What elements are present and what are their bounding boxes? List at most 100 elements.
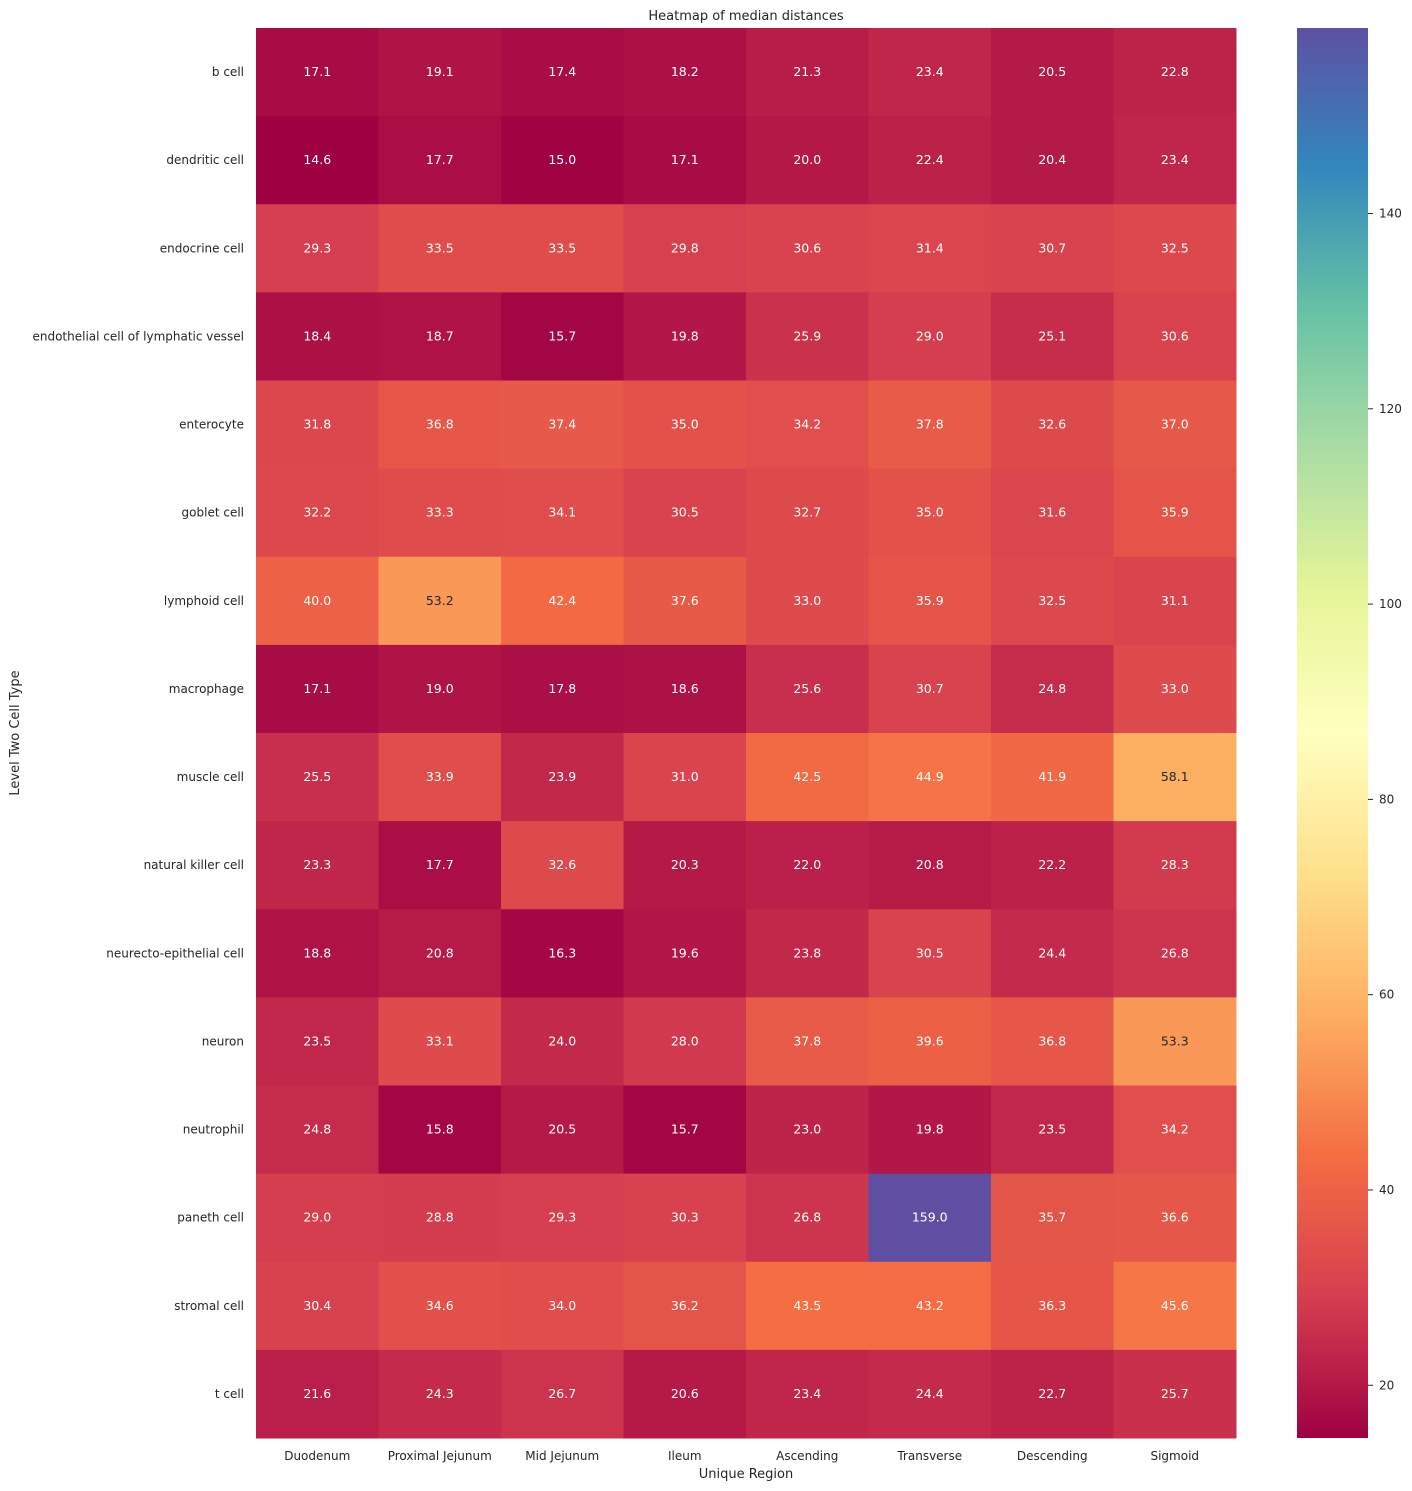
cell-value-label: 31.0 [671, 769, 699, 784]
heatmap-cell-neuron-mid-jejunum [501, 997, 624, 1086]
heatmap-cell-neuron-ascending [746, 997, 869, 1086]
cell-value-label: 15.0 [548, 152, 576, 167]
heatmap-cell-b-cell-duodenum [256, 28, 379, 117]
cell-value-label: 14.6 [303, 152, 331, 167]
heatmap-cell-neutrophil-proximal-jejunum [378, 1085, 502, 1175]
heatmap-cell-paneth-cell-ascending [746, 1173, 869, 1263]
cell-value-label: 18.4 [303, 328, 331, 343]
heatmap-cell-endocrine-cell-ileum [623, 204, 747, 293]
heatmap-cell-muscle-cell-duodenum [256, 733, 379, 822]
x-tick-label: Proximal Jejunum [388, 1449, 492, 1463]
heatmap-cell-neutrophil-ascending [746, 1085, 869, 1175]
cell-value-label: 25.9 [793, 328, 821, 343]
heatmap-cell-b-cell-ascending [746, 28, 869, 117]
cell-value-label: 17.4 [548, 64, 576, 79]
cell-value-label: 33.5 [548, 240, 576, 255]
cell-value-label: 24.3 [426, 1386, 454, 1401]
y-tick-label: stromal cell [174, 1299, 244, 1313]
heatmap-cell-enterocyte-descending [991, 380, 1114, 470]
cell-value-label: 23.4 [1161, 152, 1189, 167]
cell-value-label: 15.7 [548, 328, 576, 343]
cell-value-label: 25.5 [303, 769, 331, 784]
heatmap-cell-endothelial-cell-of-lymphatic-vessel-descending [991, 292, 1114, 381]
y-axis-label: Level Two Cell Type [8, 670, 23, 795]
heatmap-cell-t-cell-descending [991, 1349, 1114, 1439]
heatmap-cell-lymphoid-cell-proximal-jejunum [378, 556, 502, 646]
cell-value-label: 43.2 [916, 1298, 944, 1313]
cell-value-label: 23.8 [793, 945, 821, 960]
cell-value-label: 20.0 [793, 152, 821, 167]
cell-value-label: 21.6 [303, 1386, 331, 1401]
heatmap-cell-endothelial-cell-of-lymphatic-vessel-duodenum [256, 292, 379, 381]
cell-value-label: 20.5 [1038, 64, 1066, 79]
cell-value-label: 31.1 [1161, 593, 1189, 608]
heatmap-cell-enterocyte-ascending [746, 380, 869, 470]
cell-value-label: 37.8 [916, 417, 944, 432]
cell-value-label: 18.6 [671, 681, 699, 696]
cell-value-label: 19.6 [671, 945, 699, 960]
cell-value-label: 33.5 [426, 240, 454, 255]
cell-value-label: 159.0 [912, 1210, 948, 1225]
cell-value-label: 35.9 [1161, 505, 1189, 520]
cell-value-label: 53.3 [1161, 1033, 1189, 1048]
cell-value-label: 29.8 [671, 240, 699, 255]
heatmap-cell-endothelial-cell-of-lymphatic-vessel-transverse [868, 292, 992, 381]
cell-value-label: 22.0 [793, 857, 821, 872]
heatmap-cell-stromal-cell-ascending [746, 1261, 869, 1351]
cell-value-label: 34.1 [548, 505, 576, 520]
cell-value-label: 34.0 [548, 1298, 576, 1313]
heatmap-cell-goblet-cell-sigmoid [1113, 468, 1237, 558]
cell-value-label: 45.6 [1161, 1298, 1189, 1313]
heatmap-cell-paneth-cell-mid-jejunum [501, 1173, 624, 1263]
cell-value-label: 22.7 [1038, 1386, 1066, 1401]
heatmap-cell-natural-killer-cell-descending [991, 821, 1114, 910]
x-tick-label: Transverse [896, 1449, 962, 1463]
heatmap-cell-dendritic-cell-ileum [623, 116, 747, 205]
cell-value-label: 20.6 [671, 1386, 699, 1401]
cell-value-label: 31.8 [303, 417, 331, 432]
cell-value-label: 35.0 [671, 417, 699, 432]
cell-value-label: 34.6 [426, 1298, 454, 1313]
cell-value-label: 23.4 [793, 1386, 821, 1401]
heatmap-cell-neurecto-epithelial-cell-proximal-jejunum [378, 909, 502, 998]
colorbar-tick-label: 40 [1379, 1183, 1394, 1197]
heatmap-cell-endocrine-cell-duodenum [256, 204, 379, 293]
y-tick-label: b cell [212, 65, 244, 79]
heatmap-cell-stromal-cell-mid-jejunum [501, 1261, 624, 1351]
cell-value-label: 33.9 [426, 769, 454, 784]
cell-value-label: 37.0 [1161, 417, 1189, 432]
cell-value-label: 28.0 [671, 1033, 699, 1048]
heatmap-cell-t-cell-mid-jejunum [501, 1349, 624, 1439]
heatmap-cell-muscle-cell-sigmoid [1113, 733, 1237, 822]
heatmap-cell-goblet-cell-duodenum [256, 468, 379, 558]
cell-value-label: 18.2 [671, 64, 699, 79]
heatmap-cell-goblet-cell-descending [991, 468, 1114, 558]
cell-value-label: 42.5 [793, 769, 821, 784]
heatmap-cell-endothelial-cell-of-lymphatic-vessel-mid-jejunum [501, 292, 624, 381]
cell-value-label: 17.1 [671, 152, 699, 167]
x-tick-label: Sigmoid [1150, 1449, 1199, 1463]
cell-value-label: 23.3 [303, 857, 331, 872]
cell-value-label: 23.0 [793, 1122, 821, 1137]
y-tick-label: endocrine cell [160, 241, 244, 255]
cell-value-label: 32.6 [1038, 417, 1066, 432]
heatmap-cell-paneth-cell-proximal-jejunum [378, 1173, 502, 1263]
heatmap-cell-neuron-descending [991, 997, 1114, 1086]
cell-value-label: 30.6 [793, 240, 821, 255]
heatmap-cell-goblet-cell-proximal-jejunum [378, 468, 502, 558]
cell-value-label: 20.8 [916, 857, 944, 872]
cell-value-label: 15.8 [426, 1122, 454, 1137]
heatmap-cell-neurecto-epithelial-cell-ileum [623, 909, 747, 998]
heatmap-cell-neutrophil-mid-jejunum [501, 1085, 624, 1175]
cell-value-label: 37.6 [671, 593, 699, 608]
heatmap-cell-neuron-proximal-jejunum [378, 997, 502, 1086]
heatmap-cell-paneth-cell-duodenum [256, 1173, 379, 1263]
heatmap-cell-dendritic-cell-transverse [868, 116, 992, 205]
cell-value-label: 24.8 [303, 1122, 331, 1137]
colorbar-ticks: 20 40 60 80 100 120 140 [1368, 207, 1402, 1392]
cell-value-label: 58.1 [1161, 769, 1189, 784]
heatmap-cell-neuron-ileum [623, 997, 747, 1086]
heatmap-cell-muscle-cell-proximal-jejunum [378, 733, 502, 822]
cell-value-label: 40.0 [303, 593, 331, 608]
